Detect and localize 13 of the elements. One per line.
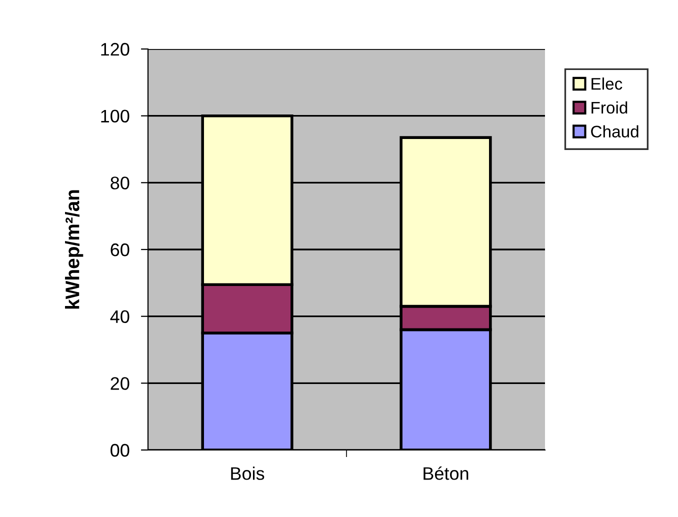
y-tick-label: 120	[101, 42, 130, 56]
legend-label: Elec	[592, 78, 622, 90]
legend-label: Froid	[592, 101, 628, 114]
x-tick-label: Béton	[424, 466, 468, 480]
y-tick-label: 40	[110, 310, 130, 324]
y-tick-label: 100	[101, 110, 130, 123]
y-tick-label: 60	[110, 243, 130, 256]
y-tick-label: 00	[110, 444, 130, 457]
y-axis-title: kWhep/m²/an	[65, 190, 84, 309]
y-tick-label: 80	[110, 176, 130, 190]
legend-label: Chaud	[591, 125, 638, 138]
x-tick-label: Bois	[231, 466, 264, 480]
y-tick-label: 20	[110, 377, 130, 390]
